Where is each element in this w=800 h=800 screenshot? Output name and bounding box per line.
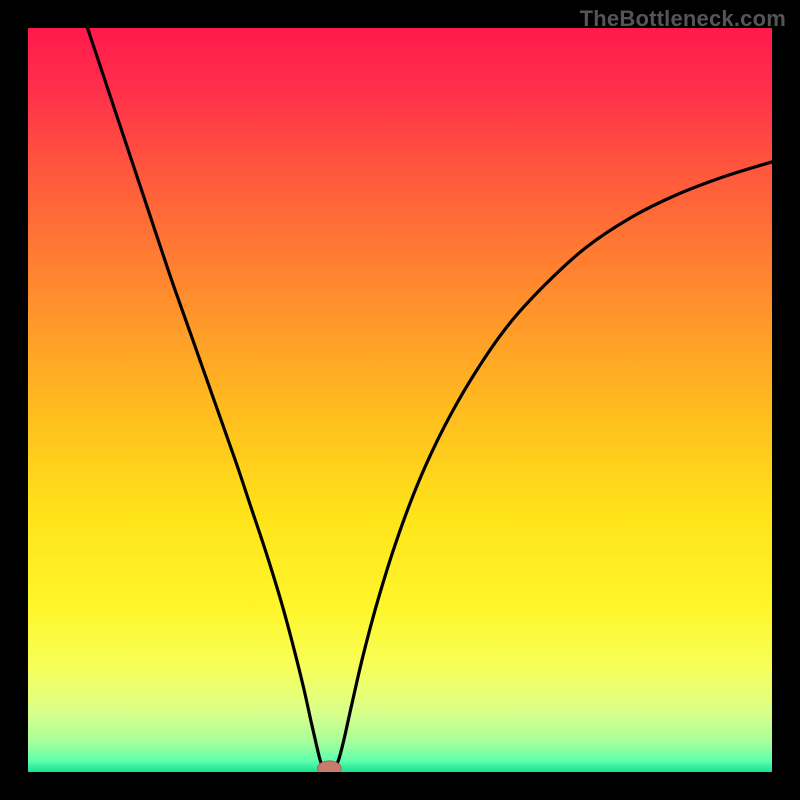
plot-area	[28, 28, 772, 772]
plot-svg	[28, 28, 772, 772]
chart-background	[28, 28, 772, 772]
chart-frame: TheBottleneck.com	[0, 0, 800, 800]
